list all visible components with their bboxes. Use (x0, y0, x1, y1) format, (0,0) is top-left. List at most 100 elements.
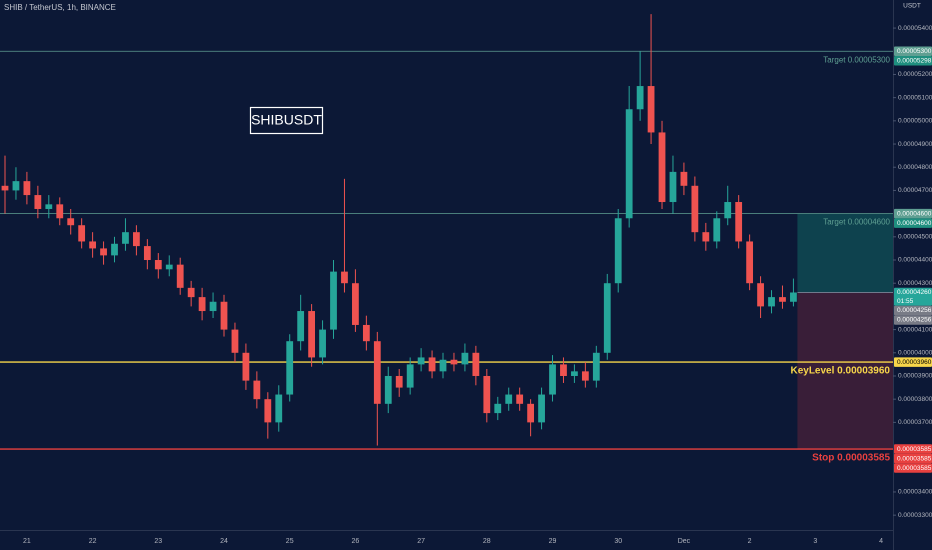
candle-body (198, 297, 206, 312)
candle-body (428, 357, 436, 372)
price-tag (894, 208, 932, 219)
x-tick-label: 28 (483, 538, 491, 545)
candle-body (319, 329, 326, 358)
price-tag (894, 56, 932, 66)
candle-body (78, 225, 86, 242)
candle-body (636, 86, 644, 110)
candle-body (176, 264, 184, 288)
profit-zone (797, 213, 893, 293)
candle-body (450, 359, 458, 365)
candle-body (571, 371, 578, 376)
candle-body (560, 364, 567, 376)
candle-body (253, 380, 261, 400)
axis-currency: USDT (903, 3, 921, 10)
candle-body (768, 297, 775, 307)
candle-body (231, 329, 239, 353)
price-tag (894, 218, 932, 228)
candle-body (680, 171, 688, 186)
y-tick-label: 0.00004800 (898, 164, 932, 171)
candle-body (242, 352, 250, 381)
candle-body (691, 185, 699, 233)
price-tag-label: 0.00003960 (897, 359, 932, 366)
x-tick-label: 3 (813, 538, 817, 545)
candle-body (12, 181, 20, 191)
price-tag-label: 0.00003585 (897, 446, 932, 453)
x-tick-label: 26 (352, 538, 360, 545)
annotation-text: SHIBUSDT (251, 112, 322, 128)
y-tick-label: 0.00005000 (898, 118, 932, 125)
x-tick-label: 2 (748, 538, 752, 545)
candle-body (505, 394, 513, 404)
candle-body (34, 195, 42, 209)
y-tick-label: 0.00003300 (898, 512, 932, 519)
y-tick-label: 0.00003800 (898, 396, 932, 403)
price-tag (894, 315, 932, 325)
candle-body (122, 232, 129, 244)
x-tick-label: 22 (89, 538, 97, 545)
candle-body (384, 375, 392, 404)
candle-body (209, 301, 217, 312)
candle-body (724, 202, 732, 219)
candle-body (23, 181, 31, 196)
candle-body (592, 352, 600, 381)
candle-body (330, 271, 337, 330)
price-tag (894, 463, 932, 473)
candle-body (45, 204, 53, 209)
countdown: 01:55 (897, 298, 914, 305)
candle-body (352, 283, 359, 325)
price-tag (894, 453, 932, 464)
y-tick-label: 0.00003400 (898, 489, 932, 496)
y-tick-label: 0.00005100 (898, 94, 932, 101)
candle-body (56, 204, 64, 219)
candle-body (625, 109, 633, 219)
candle-body (746, 241, 754, 284)
candle-body (516, 394, 524, 404)
candle-body (111, 243, 118, 256)
y-tick-label: 0.00004100 (898, 326, 932, 333)
candle-body (187, 287, 195, 298)
candle-body (603, 283, 611, 353)
candle-body (275, 394, 283, 423)
candle-body (581, 371, 589, 381)
x-tick-label: 30 (614, 538, 622, 545)
price-tag (894, 287, 932, 306)
candle-body (133, 232, 140, 247)
x-tick-label: 24 (220, 538, 228, 545)
price-tag-label: 0.00004256 (897, 307, 932, 314)
y-tick-label: 0.00004300 (898, 280, 932, 287)
y-tick-label: 0.00004900 (898, 141, 932, 148)
price-tag-label: 0.00005300 (897, 48, 932, 55)
price-tag-label: 0.00005298 (897, 57, 932, 64)
candle-body (220, 301, 228, 330)
candle-body (757, 283, 764, 307)
price-tag-label: 0.00004600 (897, 210, 932, 217)
candle-body (143, 246, 151, 261)
y-tick-label: 0.00004400 (898, 257, 932, 264)
price-tag (894, 46, 932, 57)
candle-body (483, 375, 491, 414)
candle-body (538, 394, 545, 423)
x-tick-label: 4 (879, 538, 883, 545)
candle-body (286, 341, 294, 395)
candle-body (165, 264, 173, 270)
candle-body (341, 271, 348, 284)
loss-zone (797, 292, 893, 450)
y-tick-label: 0.00003700 (898, 419, 932, 426)
candle-body (395, 375, 403, 388)
candle-body (614, 218, 622, 284)
candle-body (669, 171, 677, 203)
x-tick-label: 21 (23, 538, 31, 545)
candle-body (702, 232, 710, 242)
y-tick-label: 0.00004700 (898, 187, 932, 194)
candle-body (1, 185, 9, 191)
candle-body (67, 218, 75, 226)
candle-body (713, 218, 721, 242)
candle-body (647, 86, 655, 133)
price-tag-label: 0.00003585 (897, 465, 932, 472)
level-label: Target 0.00004600 (823, 218, 890, 227)
candle-body (406, 364, 414, 388)
candle-body (154, 260, 162, 270)
level-label: Stop 0.00003585 (812, 453, 890, 464)
